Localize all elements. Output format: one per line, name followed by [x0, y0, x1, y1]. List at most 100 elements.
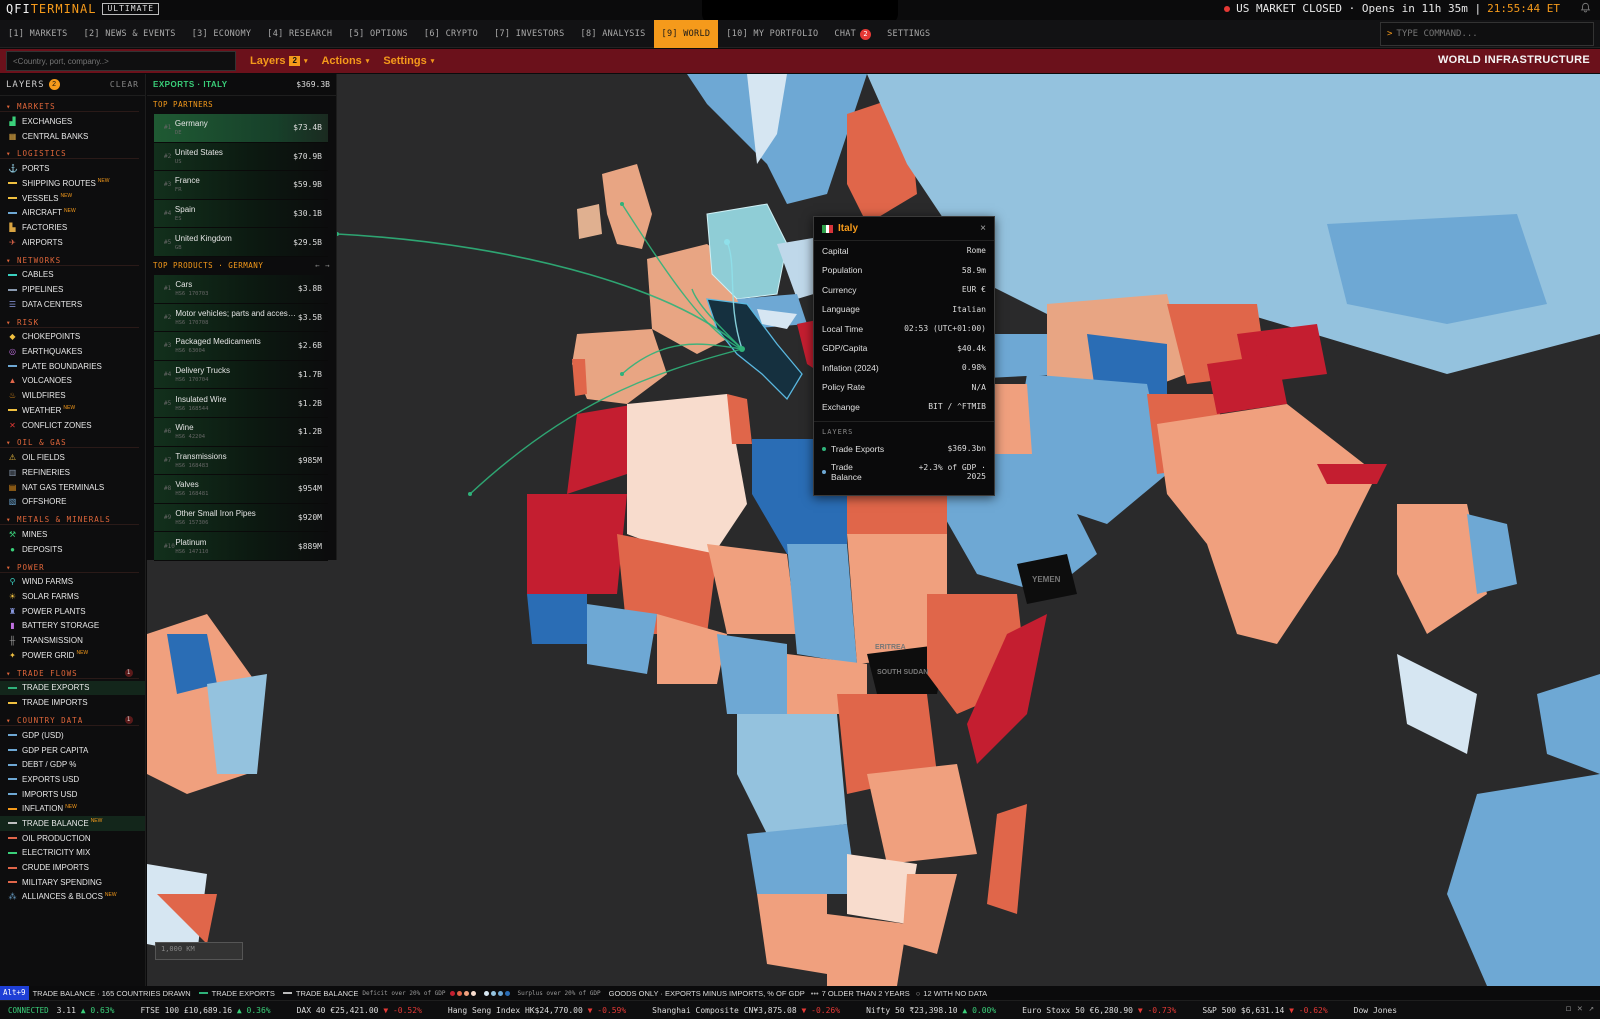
- products-pager[interactable]: ← →: [314, 260, 330, 270]
- layer-wind-farms[interactable]: ⚲ WIND FARMS: [0, 575, 145, 590]
- layer-trade-exports[interactable]: TRADE EXPORTS: [0, 680, 145, 696]
- layer-earthquakes[interactable]: ◎ EARTHQUAKES: [0, 344, 145, 359]
- tab-my-portfolio[interactable]: [10] MY PORTFOLIO: [726, 28, 819, 39]
- layer-oil-production[interactable]: OIL PRODUCTION: [0, 831, 145, 846]
- layer-vessels[interactable]: VESSELS NEW: [0, 191, 145, 206]
- country-malaysia[interactable]: [1397, 654, 1477, 754]
- country-south-africa[interactable]: [827, 914, 907, 986]
- section-header[interactable]: ▾ TRADE FLOWS 1: [0, 668, 139, 679]
- ticker-item[interactable]: 3.11 ▲ 0.63%: [57, 1006, 115, 1015]
- product-row[interactable]: #10 Platinum HS6 147110 $889M: [154, 532, 328, 561]
- country-laos[interactable]: [1467, 514, 1517, 594]
- product-row[interactable]: #5 Insulated Wire HS6 168544 $1.2B: [154, 389, 328, 418]
- section-header[interactable]: ▾ LOGISTICS: [0, 148, 139, 160]
- layer-debt-gdp[interactable]: DEBT / GDP %: [0, 757, 145, 772]
- flow-uk[interactable]: [621, 203, 743, 350]
- layers-menu[interactable]: Layers 2 ▾: [250, 55, 307, 67]
- tab-research[interactable]: [4] RESEARCH: [267, 28, 333, 39]
- flow-spain[interactable]: [621, 343, 743, 375]
- country-drc[interactable]: [737, 714, 847, 834]
- country-nepal[interactable]: [1317, 464, 1387, 484]
- flow-germany[interactable]: [726, 241, 743, 350]
- layer-mines[interactable]: ⚒ MINES: [0, 527, 145, 542]
- country-niger[interactable]: [707, 544, 797, 634]
- flow-united-states[interactable]: [336, 233, 743, 350]
- country-algeria[interactable]: [627, 394, 747, 564]
- country-spain[interactable]: [572, 329, 667, 404]
- section-header[interactable]: ▾ COUNTRY DATA 1: [0, 715, 139, 726]
- country-ireland[interactable]: [577, 204, 602, 239]
- settings-menu[interactable]: Settings ▾: [383, 55, 434, 67]
- layer-solar-farms[interactable]: ☀ SOLAR FARMS: [0, 589, 145, 604]
- layer-power-plants[interactable]: ♜ POWER PLANTS: [0, 604, 145, 619]
- tab-markets[interactable]: [1] MARKETS: [8, 28, 68, 39]
- country-cameroon[interactable]: [717, 634, 787, 714]
- product-row[interactable]: #2 Motor vehicles; parts and accessor... H…: [154, 303, 328, 333]
- country-madagascar[interactable]: [987, 804, 1027, 914]
- world-map[interactable]: YEMEN ERITREA SOUTH SUDAN 1,000 KM: [147, 74, 1600, 986]
- layer-gdp-per-capita[interactable]: GDP PER CAPITA: [0, 743, 145, 758]
- section-header[interactable]: ▾ OIL & GAS: [0, 437, 139, 449]
- tab-chat[interactable]: CHAT 2: [826, 20, 879, 48]
- country-mozambique[interactable]: [902, 874, 957, 954]
- tab-settings[interactable]: SETTINGS: [887, 28, 931, 39]
- x-icon[interactable]: ✕: [1577, 1004, 1583, 1014]
- layer-plate-boundaries[interactable]: PLATE BOUNDARIES: [0, 359, 145, 374]
- product-row[interactable]: #3 Packaged Medicaments HS6 63004 $2.6B: [154, 332, 328, 361]
- layer-pipelines[interactable]: PIPELINES: [0, 282, 145, 297]
- section-header[interactable]: ▾ RISK: [0, 317, 139, 328]
- ticker-item[interactable]: DAX 40 €25,421.00 ▼ -0.52%: [297, 1006, 422, 1015]
- country-somalia[interactable]: [967, 614, 1047, 764]
- country-myanmar[interactable]: [1397, 504, 1487, 634]
- app-logo[interactable]: QFITERMINAL: [6, 2, 96, 16]
- flow-france[interactable]: [691, 288, 743, 350]
- country-nigeria[interactable]: [657, 614, 727, 684]
- section-header[interactable]: ▾ METALS & MINERALS: [0, 514, 139, 526]
- product-row[interactable]: #6 Wine HS6 42204 $1.2B: [154, 417, 328, 447]
- layer-factories[interactable]: ▙ FACTORIES: [0, 220, 145, 235]
- layer-cables[interactable]: CABLES: [0, 268, 145, 283]
- layer-exports-usd[interactable]: EXPORTS USD: [0, 772, 145, 787]
- layer-exchanges[interactable]: ▟ EXCHANGES: [0, 114, 145, 129]
- country-mongolia[interactable]: [1327, 214, 1547, 324]
- flow-west[interactable]: [469, 348, 743, 495]
- layer-crude-imports[interactable]: CRUDE IMPORTS: [0, 860, 145, 875]
- country-venezuela[interactable]: [167, 634, 217, 694]
- layer-oil-fields[interactable]: ⚠ OIL FIELDS: [0, 450, 145, 465]
- country-norway[interactable]: [747, 74, 787, 164]
- layer-power-grid[interactable]: ✦ POWER GRID NEW: [0, 648, 145, 663]
- layer-alliances-blocs[interactable]: ⁂ ALLIANCES & BLOCS NEW: [0, 890, 145, 905]
- country-chad[interactable]: [787, 544, 857, 664]
- layer-aircraft[interactable]: AIRCRAFT NEW: [0, 205, 145, 220]
- layer-nat-gas-terminals[interactable]: ▤ NAT GAS TERMINALS: [0, 480, 145, 495]
- country-sudan[interactable]: [847, 534, 947, 664]
- layer-imports-usd[interactable]: IMPORTS USD: [0, 787, 145, 802]
- layer-wildfires[interactable]: ♨ WILDFIRES: [0, 388, 145, 403]
- layer-inflation[interactable]: INFLATION NEW: [0, 801, 145, 816]
- layer-chokepoints[interactable]: ◆ CHOKEPOINTS: [0, 330, 145, 345]
- bell-icon[interactable]: [1580, 2, 1592, 14]
- product-row[interactable]: #1 Cars HS6 170703 $3.8B: [154, 274, 328, 304]
- country-mali[interactable]: [617, 534, 717, 634]
- layer-offshore[interactable]: ▧ OFFSHORE: [0, 494, 145, 509]
- tab-crypto[interactable]: [6] CRYPTO: [423, 28, 479, 39]
- country-scandinavia[interactable]: [687, 74, 867, 204]
- command-input[interactable]: [1396, 29, 1577, 39]
- country-namibia[interactable]: [757, 894, 827, 974]
- share-icon[interactable]: ↗: [1588, 1004, 1594, 1014]
- ticker-item[interactable]: FTSE 100 £10,689.16 ▲ 0.36%: [140, 1006, 270, 1015]
- country-guinea[interactable]: [527, 594, 587, 644]
- dest-marker-spain[interactable]: [620, 372, 624, 376]
- dest-marker-germany[interactable]: [724, 239, 730, 245]
- layer-refineries[interactable]: ▥ REFINERIES: [0, 465, 145, 480]
- actions-menu[interactable]: Actions ▾: [321, 55, 369, 67]
- tab-news-events[interactable]: [2] NEWS & EVENTS: [83, 28, 176, 39]
- country-australia[interactable]: [1447, 774, 1600, 986]
- ticker-item[interactable]: Nifty 50 ₹23,398.10 ▲ 0.00%: [866, 1006, 996, 1015]
- tab-world[interactable]: [9] WORLD: [653, 19, 719, 48]
- country-tanzania[interactable]: [867, 764, 977, 864]
- partner-row[interactable]: #2 United States US $70.9B: [154, 142, 328, 172]
- layer-volcanoes[interactable]: ▲ VOLCANOES: [0, 374, 145, 389]
- tab-investors[interactable]: [7] INVESTORS: [494, 28, 565, 39]
- country-germany[interactable]: [706, 203, 788, 300]
